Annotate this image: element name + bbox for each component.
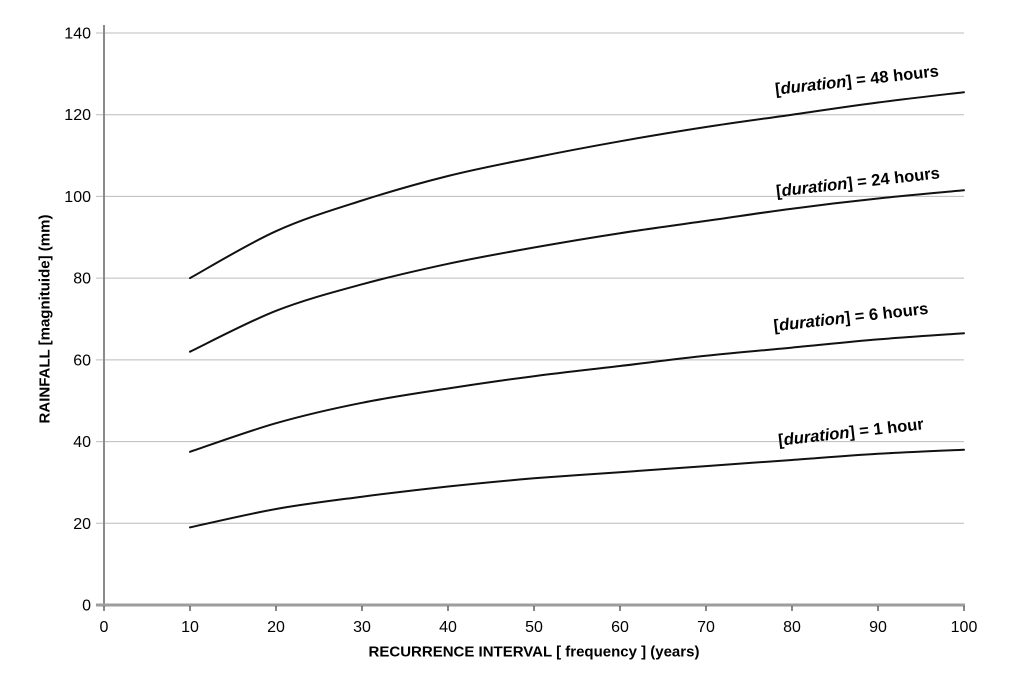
y-tick-label-80: 80 <box>73 271 91 288</box>
curve-1-hour <box>189 448 965 529</box>
x-tick-label-90: 90 <box>869 619 887 636</box>
x-tick-label-50: 50 <box>525 619 543 636</box>
x-tick-label-10: 10 <box>181 619 199 636</box>
x-tick-label-70: 70 <box>697 619 715 636</box>
y-tick-label-100: 100 <box>64 189 91 206</box>
x-axis-title: RECURRENCE INTERVAL [ frequency ] (years… <box>368 643 700 661</box>
curve-24-hours <box>189 189 965 353</box>
y-tick-label-120: 120 <box>64 107 91 124</box>
x-tick-label-0: 0 <box>100 619 109 636</box>
x-tick-label-60: 60 <box>611 619 629 636</box>
curve-48-hours <box>189 91 965 280</box>
x-tick-label-100: 100 <box>951 619 978 636</box>
curve-6-hours <box>189 332 965 453</box>
y-tick-label-20: 20 <box>73 516 91 533</box>
y-tick-label-40: 40 <box>73 434 91 451</box>
y-tick-label-140: 140 <box>64 26 91 43</box>
y-axis-title: RAINFALL [magnituide] (mm) <box>36 214 54 424</box>
y-tick-label-0: 0 <box>82 598 91 615</box>
x-tick-label-80: 80 <box>783 619 801 636</box>
x-tick-label-30: 30 <box>353 619 371 636</box>
x-tick-label-20: 20 <box>267 619 285 636</box>
y-tick-label-60: 60 <box>73 352 91 369</box>
x-tick-label-40: 40 <box>439 619 457 636</box>
